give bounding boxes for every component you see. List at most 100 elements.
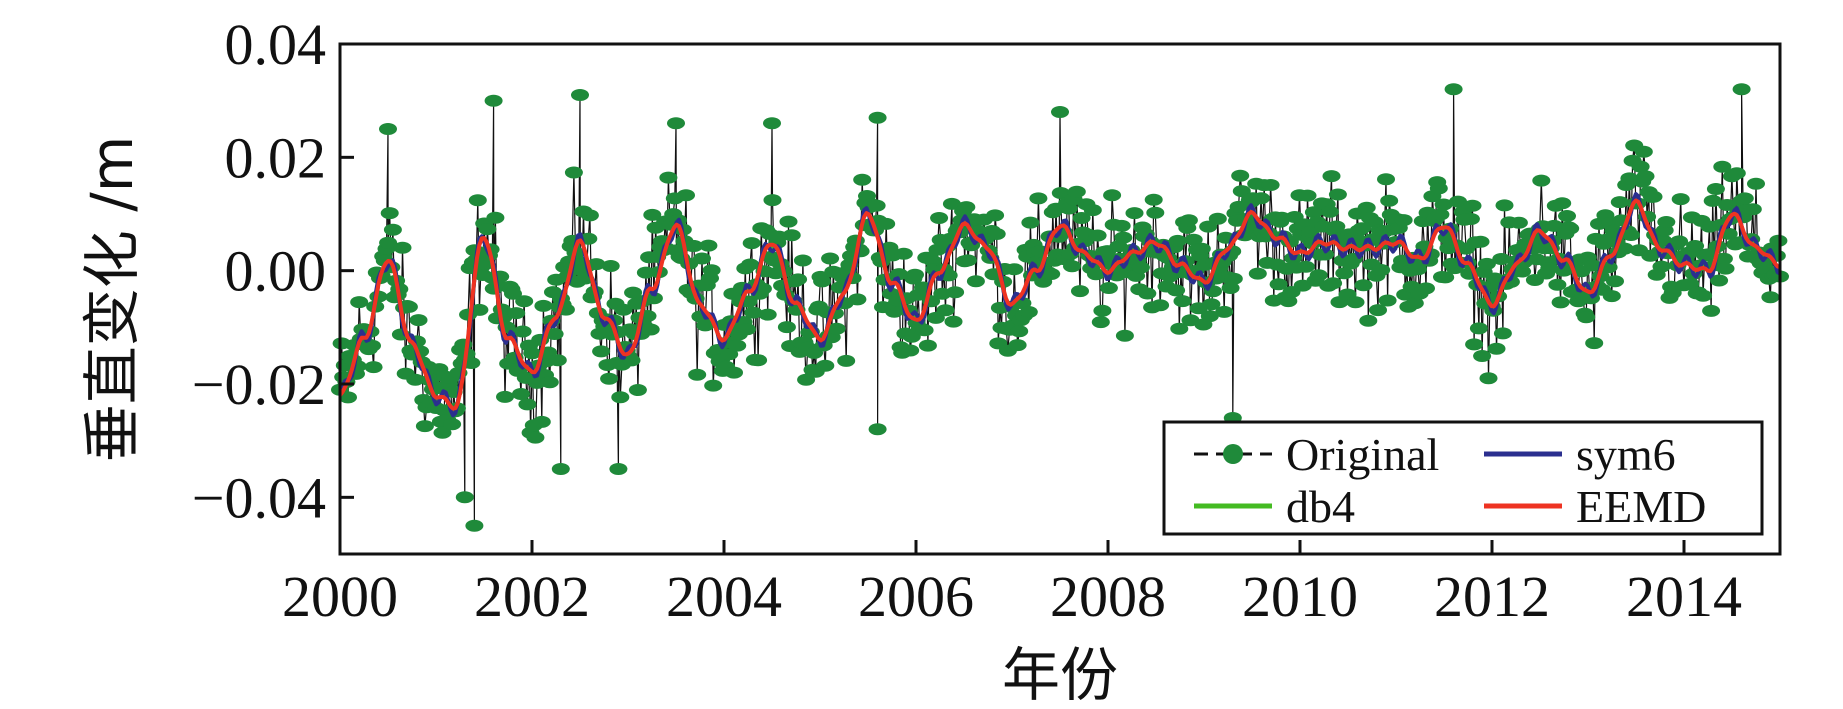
legend-label: Original — [1286, 429, 1439, 480]
original-point — [1112, 219, 1131, 232]
original-point — [699, 239, 718, 252]
original-point — [741, 258, 760, 271]
original-point — [1615, 242, 1634, 255]
original-point — [1714, 252, 1733, 265]
original-point — [622, 354, 641, 367]
legend-label: EEMD — [1576, 481, 1706, 532]
original-point — [1304, 206, 1323, 219]
original-point — [837, 354, 856, 367]
x-axis-title: 年份 — [1002, 641, 1118, 709]
original-point — [1252, 192, 1270, 205]
original-point — [1747, 177, 1765, 190]
original-point — [406, 373, 425, 386]
original-point — [827, 322, 846, 335]
original-point — [1622, 229, 1640, 241]
legend-swatch-marker — [1223, 444, 1243, 464]
original-point — [1540, 262, 1559, 275]
original-point — [611, 391, 630, 404]
original-point — [564, 166, 583, 179]
original-point — [1221, 282, 1240, 294]
original-point — [1151, 299, 1170, 312]
original-point — [455, 491, 474, 504]
original-point — [1434, 198, 1453, 211]
y-tick-label: 0.00 — [225, 239, 327, 304]
original-point — [1492, 253, 1511, 265]
original-point — [1409, 263, 1427, 276]
original-point — [1561, 222, 1580, 235]
original-point — [600, 372, 619, 385]
original-point — [641, 323, 660, 336]
x-tick-label: 2012 — [1434, 564, 1550, 629]
original-point — [1471, 235, 1490, 248]
series-lines — [338, 192, 1782, 418]
original-point — [1657, 216, 1676, 228]
series-eemd-line — [338, 198, 1781, 411]
original-point — [1469, 322, 1488, 335]
original-point — [1493, 327, 1512, 340]
original-point — [779, 215, 798, 228]
original-point — [1202, 298, 1221, 311]
original-point — [1352, 222, 1371, 235]
original-point — [1585, 337, 1604, 350]
original-point — [749, 354, 768, 367]
original-point — [1279, 295, 1298, 308]
x-tick-label: 2008 — [1050, 564, 1166, 629]
original-point — [1131, 261, 1150, 274]
original-point — [966, 275, 985, 288]
original-point — [1170, 322, 1189, 335]
original-point — [1269, 278, 1288, 291]
original-point — [1702, 304, 1721, 317]
original-point — [379, 236, 398, 249]
original-point — [1179, 214, 1198, 227]
original-point — [782, 229, 801, 242]
original-point — [877, 217, 896, 230]
original-point — [644, 292, 663, 305]
original-point — [1215, 305, 1234, 318]
original-point — [1394, 214, 1413, 227]
x-tick-label: 2000 — [282, 564, 398, 629]
original-point — [1463, 199, 1482, 212]
original-point — [1093, 304, 1112, 317]
original-point — [415, 420, 434, 433]
original-point — [1636, 170, 1655, 183]
original-point — [758, 308, 777, 321]
legend: Original sym6 db4 EEMD — [1162, 420, 1764, 536]
original-point — [534, 299, 553, 312]
original-point — [1005, 263, 1024, 276]
original-point — [1429, 182, 1448, 195]
original-point — [936, 304, 955, 317]
legend-box — [1162, 420, 1764, 536]
original-point — [399, 300, 418, 313]
original-point — [1019, 306, 1038, 318]
original-point — [443, 418, 462, 431]
original-point — [1551, 296, 1570, 309]
y-tick-label: −0.02 — [192, 352, 326, 417]
original-point — [1051, 187, 1070, 199]
original-point — [1477, 257, 1496, 270]
original-point — [1378, 294, 1397, 307]
original-point — [1495, 199, 1514, 212]
original-point — [696, 319, 715, 332]
legend-label: db4 — [1286, 481, 1355, 532]
original-point — [1087, 268, 1105, 281]
original-point — [777, 321, 796, 334]
original-point — [1327, 220, 1346, 233]
original-point — [380, 207, 399, 220]
plot-area-frame — [338, 42, 1782, 556]
original-point — [643, 208, 662, 221]
y-tick-label: 0.02 — [225, 125, 327, 190]
original-point — [816, 359, 835, 372]
original-point — [737, 323, 756, 336]
original-point — [1380, 194, 1399, 207]
original-point — [1577, 311, 1596, 324]
original-point — [946, 286, 965, 299]
original-point — [486, 211, 505, 224]
axis-ticks: 2000 2002 2004 2006 2008 2010 2012 2014 0.04 0.02… — [192, 12, 1742, 629]
original-point — [1631, 160, 1650, 173]
original-point — [1125, 207, 1144, 220]
original-point — [1091, 316, 1110, 329]
original-point — [1465, 338, 1484, 351]
original-point — [1298, 189, 1317, 202]
original-point — [704, 379, 723, 392]
